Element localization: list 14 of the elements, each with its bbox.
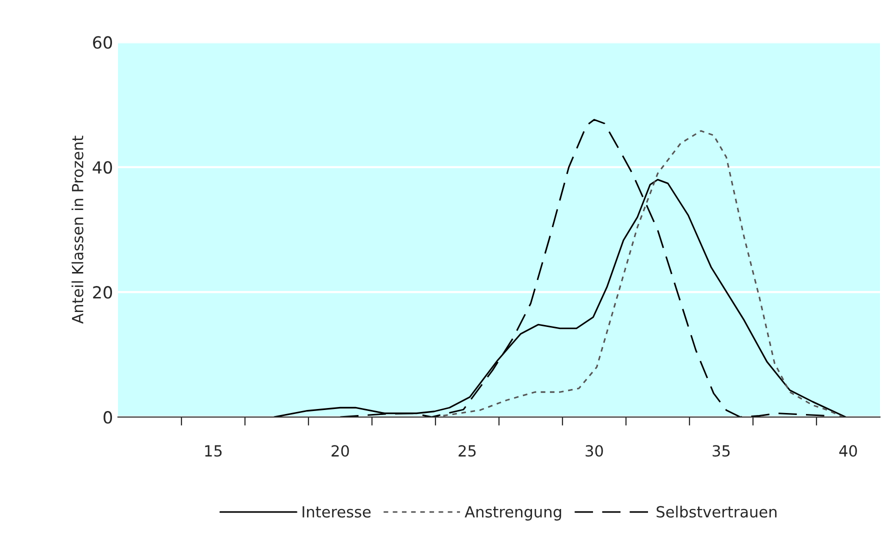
x-tick-label: 20 — [332, 445, 349, 457]
y-tick-label: 60 — [93, 36, 112, 49]
x-tick-label: 35 — [712, 445, 730, 457]
y-tick-label: 40 — [92, 161, 112, 174]
legend-label: Selbstvertrauen — [656, 506, 776, 518]
x-tick-label: 15 — [205, 445, 222, 457]
y-tick-label: 20 — [93, 286, 112, 299]
x-tick-label: 30 — [586, 445, 603, 457]
legend-label: Anstrengung — [464, 506, 562, 521]
y-axis-title: Anteil Klassen in Prozent — [72, 136, 84, 324]
x-tick-label: 25 — [458, 445, 476, 457]
x-tick-label: 40 — [839, 445, 857, 457]
y-tick-label: 0 — [104, 411, 112, 424]
legend-label: Interesse — [302, 506, 371, 518]
